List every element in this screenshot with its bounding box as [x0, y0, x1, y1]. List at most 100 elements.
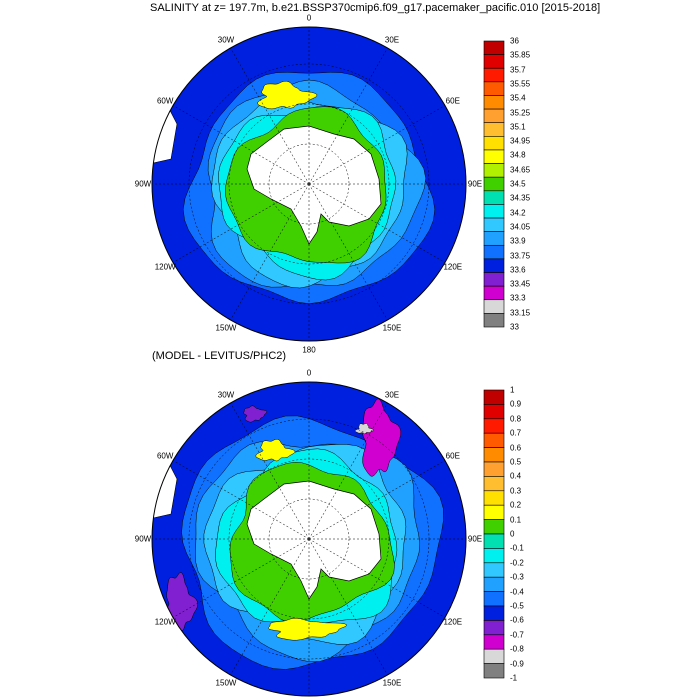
colorbar-swatch	[483, 136, 505, 151]
colorbar-tick-label: 0.7	[510, 428, 522, 438]
colorbar-swatch	[483, 476, 505, 492]
colorbar-swatch	[483, 504, 505, 520]
colorbar-tick-label: -1	[510, 673, 518, 683]
longitude-label: 120E	[443, 617, 463, 627]
colorbar-tick-label: -0.3	[510, 572, 524, 582]
colorbar-tick-label: 33.45	[510, 279, 531, 289]
longitude-label: 60W	[156, 451, 174, 461]
colorbar-tick-label: 0.9	[510, 399, 522, 409]
colorbar-tick-label: 35.4	[510, 93, 526, 103]
colorbar-tick-label: -0.9	[510, 659, 524, 669]
longitude-label: 90E	[467, 179, 483, 189]
colorbar-swatch	[483, 190, 505, 205]
colorbar-tick-label: -0.2	[510, 558, 524, 568]
colorbar-tick-label: 34.2	[510, 208, 526, 218]
colorbar-swatch	[483, 231, 505, 246]
colorbar-tick-label: -0.7	[510, 630, 524, 640]
colorbar-swatch	[483, 272, 505, 287]
colorbar-tick-label: 36	[510, 36, 519, 46]
colorbar-swatch	[483, 67, 505, 83]
colorbar-swatch	[483, 591, 505, 607]
top-plot-title: SALINITY at z= 197.7m, b.e21.BSSP370cmip…	[150, 2, 601, 14]
colorbar-swatch	[483, 447, 505, 463]
longitude-label: 120W	[154, 262, 176, 272]
longitude-label: 60E	[445, 96, 460, 106]
colorbar-tick-label: 35.85	[510, 50, 531, 60]
colorbar-tick-label: 0.3	[510, 486, 522, 496]
colorbar-tick-label: 35.7	[510, 65, 526, 75]
longitude-label: 30E	[384, 390, 400, 400]
colorbar-tick-label: 0.5	[510, 457, 522, 467]
colorbar-swatch	[483, 176, 505, 192]
colorbar-tick-label: 33	[510, 322, 519, 332]
colorbar-tick-label: 35.1	[510, 122, 526, 132]
top-salinity-map	[152, 27, 466, 341]
colorbar-tick-label: 34.95	[510, 136, 531, 146]
longitude-label: 30E	[384, 35, 400, 45]
colorbar-tick-label: 34.65	[510, 165, 531, 175]
colorbar-swatch	[483, 285, 505, 301]
longitude-label: 30W	[217, 390, 235, 400]
colorbar-swatch	[483, 404, 505, 420]
colorbar-tick-label: 34.35	[510, 193, 531, 203]
colorbar-swatch	[483, 40, 505, 55]
colorbar-swatch	[483, 54, 505, 69]
colorbar-swatch	[483, 663, 505, 679]
colorbar-tick-label: 0.6	[510, 443, 522, 453]
longitude-label: 150W	[215, 678, 237, 688]
colorbar-tick-label: 34.05	[510, 222, 531, 232]
colorbar-swatch	[483, 648, 505, 664]
colorbar-tick-label: 34.5	[510, 179, 526, 189]
colorbar-swatch	[483, 108, 505, 124]
colorbar-swatch	[483, 576, 505, 592]
longitude-label: 90E	[467, 534, 483, 544]
longitude-label: 90W	[134, 179, 152, 189]
colorbar-swatch	[483, 258, 505, 273]
colorbar-tick-label: -0.1	[510, 543, 524, 553]
longitude-label: 150E	[382, 323, 402, 333]
colorbar-tick-label: 0.8	[510, 414, 522, 424]
longitude-label: 60E	[445, 451, 460, 461]
colorbar-tick-label: -0.5	[510, 601, 524, 611]
colorbar-swatch	[483, 244, 505, 260]
colorbar-swatch	[483, 149, 505, 164]
colorbar-swatch	[483, 81, 505, 96]
longitude-label: 120W	[154, 617, 176, 627]
longitude-label: 150W	[215, 323, 237, 333]
longitude-label: 0	[306, 368, 312, 378]
longitude-label: 120E	[443, 262, 463, 272]
colorbar-swatch	[483, 95, 505, 110]
colorbar-swatch	[483, 389, 505, 405]
colorbar-swatch	[483, 432, 505, 448]
colorbar-swatch	[483, 490, 505, 506]
colorbar-swatch	[483, 634, 505, 650]
colorbar-tick-label: 35.25	[510, 108, 531, 117]
colorbar-tick-label: 33.3	[510, 293, 526, 303]
colorbar-swatch	[483, 418, 505, 434]
colorbar-tick-label: 0	[510, 529, 515, 539]
longitude-label: 150E	[382, 678, 402, 688]
colorbar-swatch	[483, 461, 505, 477]
colorbar-swatch	[483, 217, 505, 232]
colorbar-tick-label: 33.15	[510, 308, 531, 318]
colorbar-tick-label: 1	[510, 385, 515, 395]
colorbar-swatch	[483, 620, 505, 636]
colorbar-tick-label: 33.75	[510, 251, 531, 260]
longitude-label: 30W	[217, 35, 235, 45]
colorbar-swatch	[483, 562, 505, 578]
bottom-plot-title: (MODEL - LEVITUS/PHC2)	[152, 350, 287, 362]
bottom-difference-map	[152, 382, 466, 696]
colorbar-tick-label: -0.6	[510, 615, 524, 625]
longitude-label: 180	[302, 345, 316, 355]
colorbar-tick-label: 0.4	[510, 471, 522, 481]
colorbar-tick-label: 33.9	[510, 236, 526, 246]
colorbar-swatch	[483, 533, 505, 549]
colorbar-tick-label: 35.55	[510, 79, 531, 89]
colorbar-tick-label: 33.6	[510, 265, 526, 275]
colorbar-swatch	[483, 163, 505, 178]
colorbar-tick-label: 0.2	[510, 500, 522, 510]
colorbar-tick-label: -0.4	[510, 587, 524, 597]
colorbar-tick-label: -0.8	[510, 644, 524, 654]
